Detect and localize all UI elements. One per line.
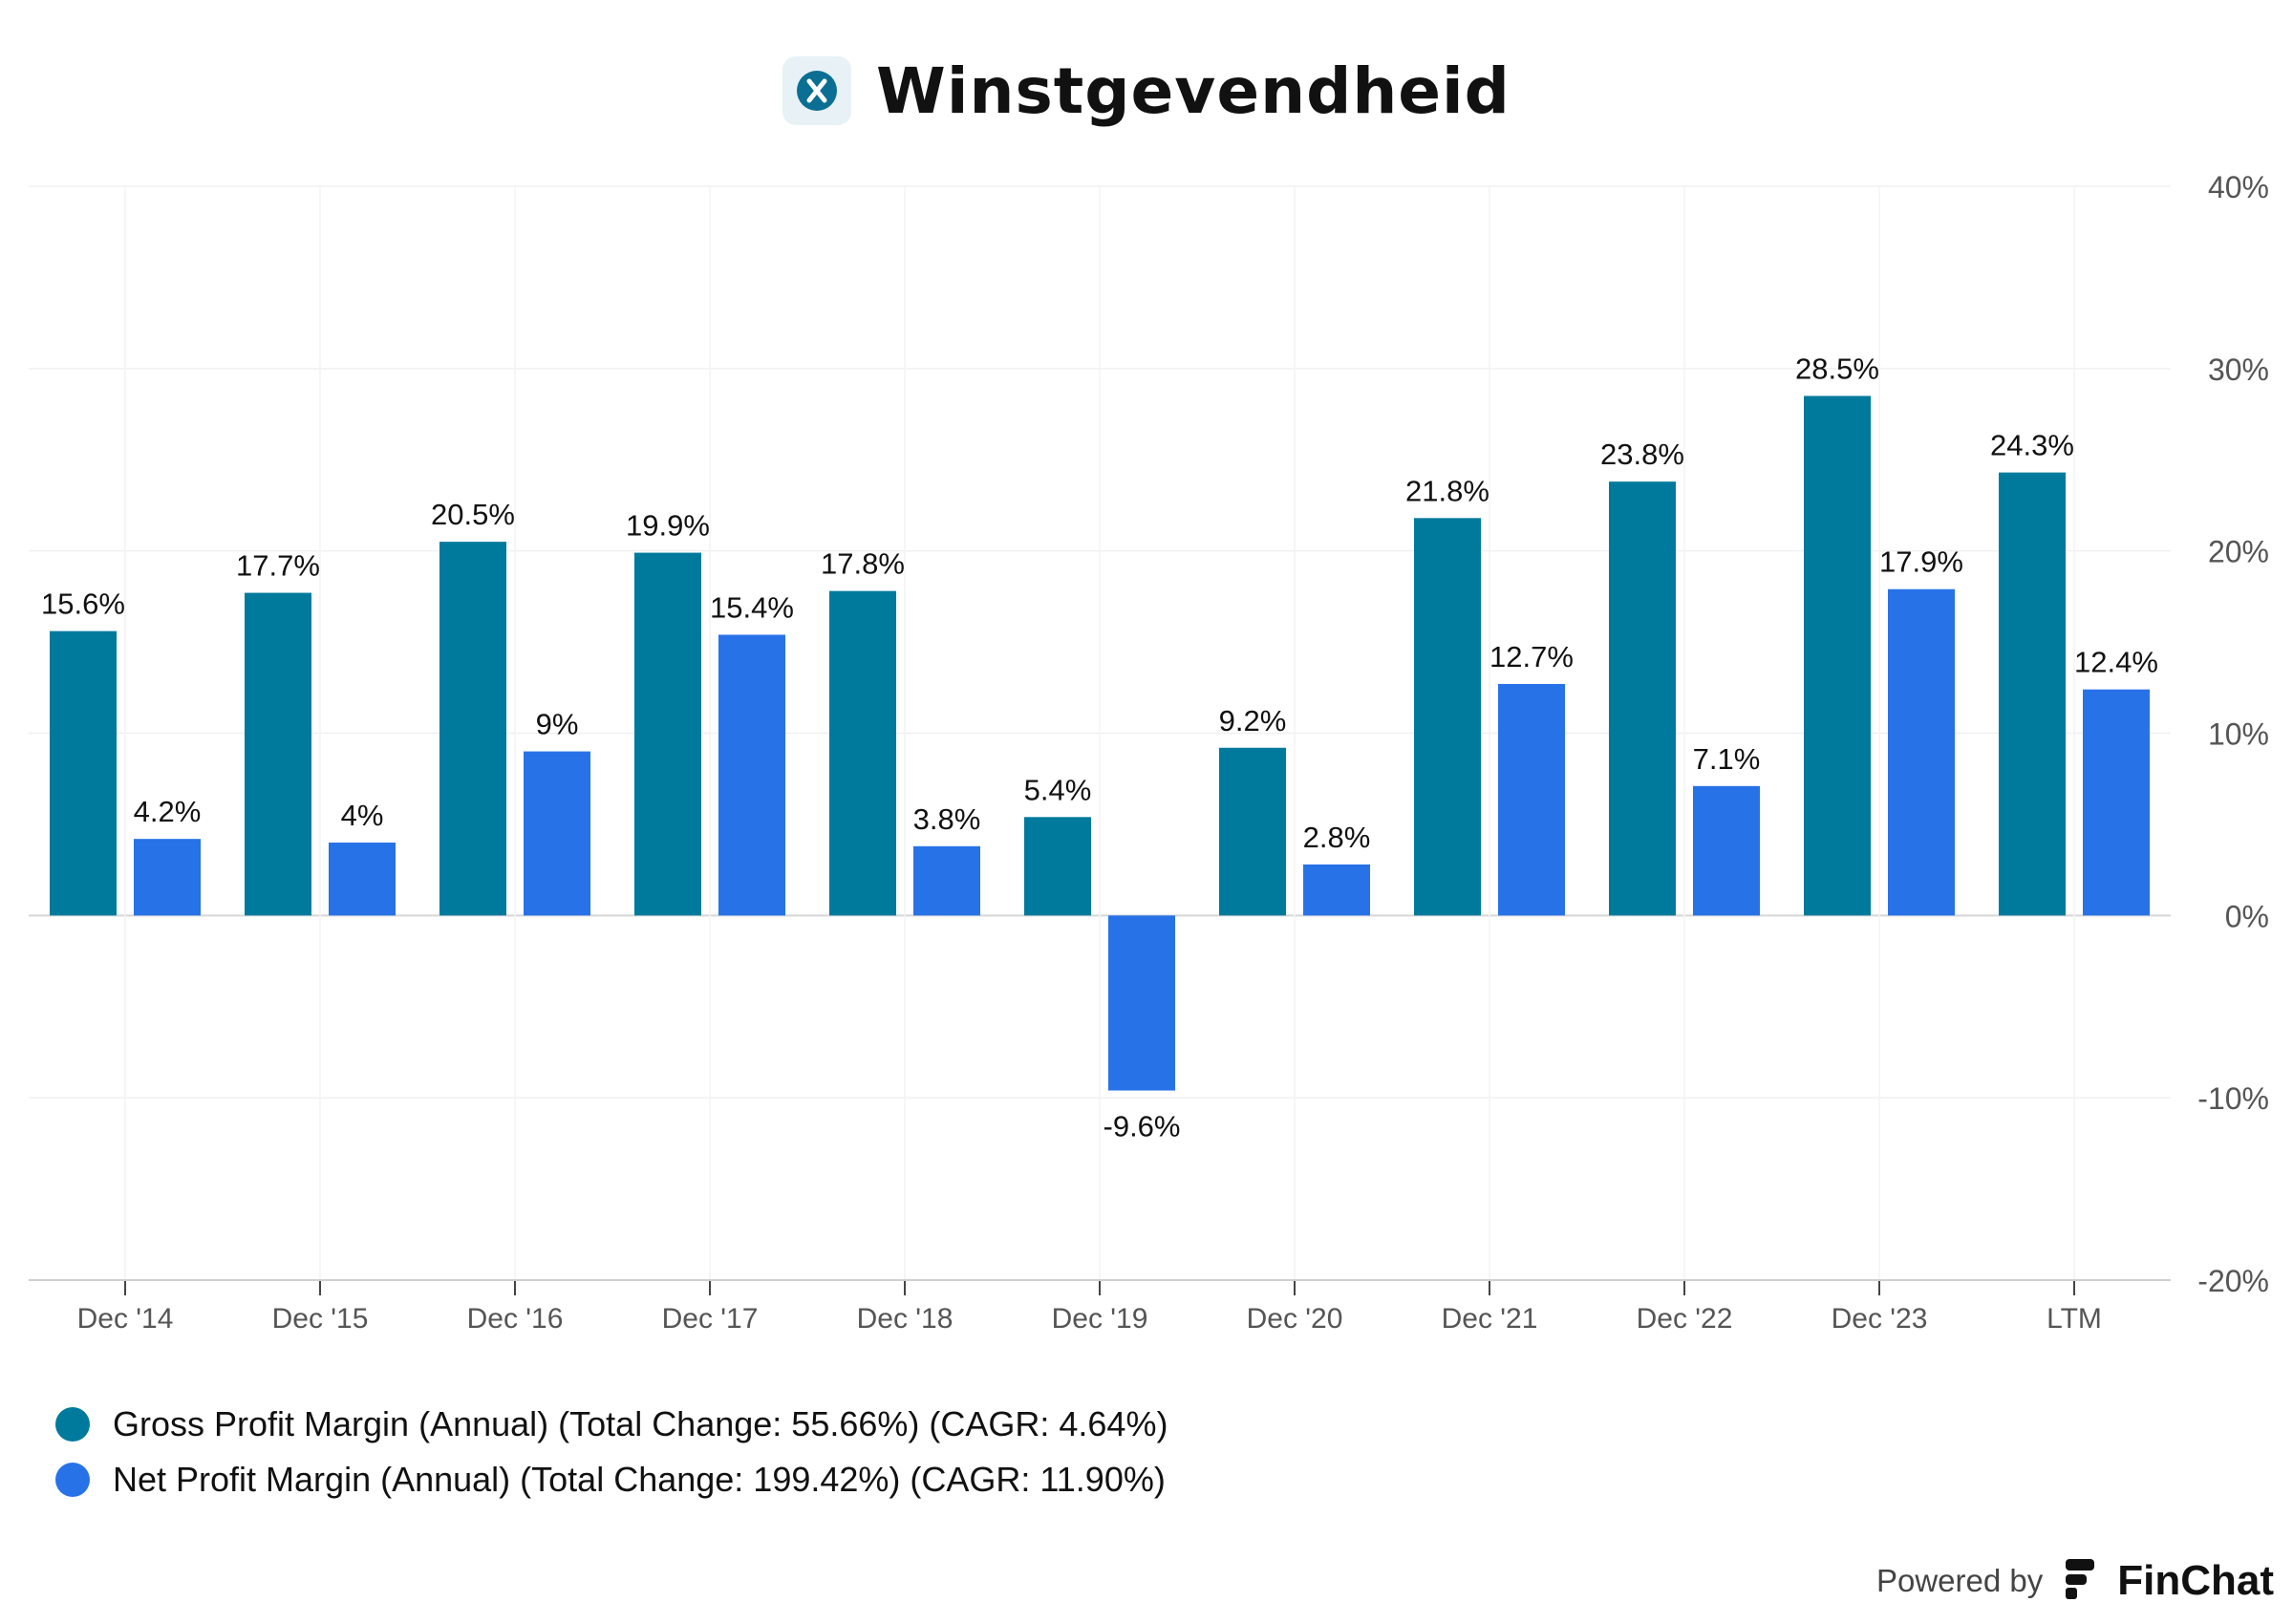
data-label: 7.1% [1693,742,1761,776]
y-tick-label: -20% [2197,1264,2269,1298]
data-label: 28.5% [1795,352,1879,385]
y-tick-label: 30% [2208,353,2269,387]
bars [50,395,2150,1091]
y-tick-label: 0% [2225,899,2269,933]
x-tick-label: Dec '19 [1052,1303,1148,1335]
data-label: 17.9% [1879,545,1963,579]
bar-gross-margin[interactable] [439,542,506,916]
axes: 40% 30% 20% 10% 0% -10% -20% Dec '14 Dec '15 Dec … [29,170,2269,1335]
x-tick-label: Dec '23 [1832,1303,1928,1335]
x-tick-label: Dec '14 [77,1303,174,1335]
powered-by-text: Powered by [1875,1562,2044,1598]
x-tick-label: Dec '17 [662,1303,759,1335]
bar-net-margin[interactable] [329,843,396,916]
legend-label-gross: Gross Profit Margin (Annual) (Total Chan… [113,1404,1168,1443]
bar-gross-margin[interactable] [1609,481,1676,916]
bar-gross-margin[interactable] [1804,395,1871,916]
bar-net-margin[interactable] [1888,588,1955,916]
y-tick-label: 10% [2208,717,2269,752]
finchat-logo-icon [2062,1555,2104,1606]
data-label: 17.7% [236,549,320,583]
x-tick-label: Dec '22 [1637,1303,1733,1335]
y-tick-label: 20% [2208,535,2269,569]
bar-net-margin[interactable] [1108,915,1175,1091]
bar-net-margin[interactable] [1693,785,1760,916]
data-label: 4.2% [134,795,202,828]
x-tick-label: Dec '21 [1442,1303,1538,1335]
bar-net-margin[interactable] [1498,683,1565,916]
bar-net-margin[interactable] [913,845,980,916]
data-label: 2.8% [1303,821,1371,854]
data-labels: 15.6% 17.7% 20.5% 19.9% 17.8% 5.4% 9.2% 21.8% 23… [41,352,2158,1143]
bar-chart: 15.6% 17.7% 20.5% 19.9% 17.8% 5.4% 9.2% 21.8% 23… [29,170,2269,1335]
data-label: 15.6% [41,588,125,621]
y-tick-label: -10% [2197,1081,2269,1116]
finchat-brand: FinChat [2117,1556,2274,1604]
bar-net-margin[interactable] [718,634,785,916]
data-label: 17.8% [821,547,905,581]
data-label: 21.8% [1405,474,1489,507]
data-label: 23.8% [1600,438,1684,471]
chart-header: Winstgevendheid [0,48,2293,134]
bar-net-margin[interactable] [1303,864,1370,916]
data-label: 24.3% [1990,429,2074,462]
data-label: 12.4% [2074,646,2158,679]
data-label: 5.4% [1024,773,1092,806]
bar-gross-margin[interactable] [50,630,117,916]
legend-item-net[interactable]: Net Profit Margin (Annual) (Total Change… [55,1452,1168,1507]
data-label: 9.2% [1219,704,1287,737]
bar-net-margin[interactable] [2083,689,2150,916]
legend-dot-gross [55,1407,90,1442]
bar-net-margin[interactable] [134,839,201,916]
data-label: 19.9% [626,509,710,543]
data-label: 12.7% [1489,640,1574,673]
bar-net-margin[interactable] [524,751,590,916]
data-label: 3.8% [913,802,981,836]
bar-gross-margin[interactable] [1414,518,1481,916]
x-tick-label: Dec '18 [857,1303,954,1335]
bar-gross-margin[interactable] [829,590,896,916]
y-tick-label: 40% [2208,170,2269,204]
bar-gross-margin[interactable] [1999,472,2066,916]
bar-gross-margin[interactable] [634,552,701,916]
data-label: 9% [536,708,579,741]
legend-dot-net [55,1463,90,1497]
data-label: 15.4% [710,590,794,624]
footer: Powered by FinChat [1876,1555,2274,1606]
x-tick-label: LTM [2047,1303,2102,1335]
x-tick-label: Dec '15 [272,1303,369,1335]
data-label: 4% [341,799,384,832]
data-label: -9.6% [1104,1110,1181,1143]
x-tick-label: Dec '20 [1247,1303,1343,1335]
legend: Gross Profit Margin (Annual) (Total Chan… [55,1397,1168,1507]
legend-label-net: Net Profit Margin (Annual) (Total Change… [113,1460,1166,1499]
chart-title: Winstgevendheid [876,53,1511,128]
bar-gross-margin[interactable] [245,592,311,916]
bar-gross-margin[interactable] [1024,817,1091,916]
x-logo-icon [782,56,852,125]
bar-gross-margin[interactable] [1219,747,1286,916]
data-label: 20.5% [431,498,515,531]
legend-item-gross[interactable]: Gross Profit Margin (Annual) (Total Chan… [55,1397,1168,1452]
x-tick-label: Dec '16 [467,1303,564,1335]
